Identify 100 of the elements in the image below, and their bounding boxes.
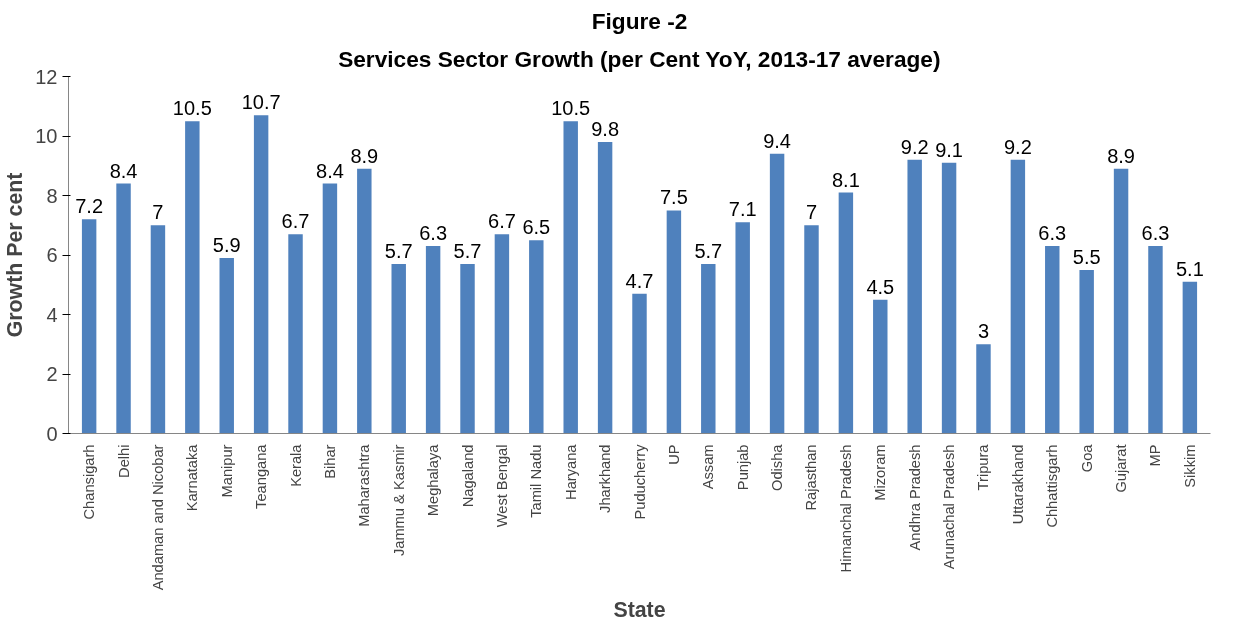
x-tick-label: MP [1147,444,1164,467]
bar [116,183,131,434]
y-tick-label: 10 [35,125,58,147]
bar [563,121,578,434]
chart-subtitle: Services Sector Growth (per Cent YoY, 2013-17 average) [338,45,941,72]
bar [391,263,406,434]
data-label: 6.3 [1141,222,1170,245]
data-label: 6.7 [281,210,310,233]
bar [322,183,338,434]
data-label: 8.1 [831,168,860,191]
x-axis-title: State [613,598,666,623]
x-tick-label: Sikkim [1181,444,1198,488]
bar [735,222,750,434]
x-tick-label: Kerala [287,443,304,487]
x-tick-label: West Bengal [493,444,510,528]
data-label: 3 [977,320,990,343]
bar [357,168,372,434]
x-tick-label: Goa [1078,443,1095,473]
data-label: 5.5 [1072,245,1101,268]
data-label: 7.5 [660,186,688,209]
data-label: 7.1 [728,198,757,221]
bar [701,263,716,434]
x-tick-label: Punjab [734,444,751,491]
data-label: 8.9 [350,144,379,167]
x-tick-label: Chansigarh [81,444,98,520]
bar [597,141,613,434]
x-tick-label: Jammu & Kasmir [390,444,407,557]
chart-title: Figure -2 [591,7,688,34]
bar [769,153,785,434]
data-label: 6.7 [488,210,516,233]
bar [81,219,97,434]
x-tick-label: Assam [700,444,717,490]
bar [150,225,166,434]
x-tick-label: Gujarat [1113,444,1130,493]
x-tick-label: Nagaland [459,444,476,508]
x-tick-label: Jharkhand [597,444,614,513]
bar [1148,246,1163,434]
x-tick-label: Puducherry [631,443,648,520]
data-label: 8.9 [1107,144,1135,167]
bar [976,344,991,434]
data-label: 5.7 [694,239,723,262]
data-label: 10.5 [551,97,591,120]
data-label: 9.2 [900,135,929,158]
x-tick-label: Himanchal Pradesh [837,444,854,573]
data-label: 5.7 [384,239,413,262]
x-tick-label: Tamil Nadu [528,444,545,518]
y-tick-label: 6 [46,244,58,266]
x-tick-label: Meghalaya [425,443,442,517]
bar [1010,159,1026,434]
data-label: 5.7 [453,239,482,262]
data-label: 8.4 [109,159,138,182]
x-tick-label: Tripura [975,443,992,491]
data-label: 5.1 [1175,257,1204,280]
data-label: 6.5 [522,216,551,239]
x-tick-label: Teangana [253,443,270,509]
bar [804,225,819,434]
data-label: 8.4 [316,159,344,182]
y-tick-label: 12 [35,65,58,88]
x-tick-label: Karnataka [184,443,201,512]
y-axis-title: Growth Per cent [3,172,28,338]
data-label: 6.3 [1038,222,1067,245]
x-tick-label: Bihar [321,444,338,479]
bar [253,115,269,434]
x-tick-label: Rajasthan [803,444,820,511]
x-tick-label: UP [665,444,682,465]
data-label: 9.1 [935,138,963,161]
bar [941,162,957,434]
y-tick-label: 4 [46,303,58,326]
bar [1045,246,1060,434]
x-tick-label: Delhi [115,444,132,478]
x-tick-label: Andhra Pradesh [906,444,923,551]
bar [666,210,682,434]
data-label: 7.2 [75,195,104,218]
data-label: 6.3 [419,222,448,245]
bar [632,293,647,434]
data-label: 4.7 [625,269,654,292]
y-tick-label: 8 [46,184,58,207]
data-label: 7 [805,201,818,224]
x-tick-label: Odisha [769,443,786,491]
bar [1182,281,1198,434]
x-tick-label: Mizoram [872,444,889,501]
data-label: 10.7 [241,91,281,114]
bar [1113,168,1129,434]
data-label: 10.5 [172,97,212,120]
x-tick-label: Uttarakhand [1009,444,1026,525]
data-label: 9.8 [591,117,620,140]
data-label: 9.2 [1003,135,1032,158]
y-tick-label: 0 [46,422,58,445]
bar [460,263,475,434]
bar [1079,269,1094,434]
x-tick-label: Maharashtra [356,443,373,527]
data-label: 4.5 [866,275,895,298]
bar [185,121,200,434]
bar [288,234,303,434]
bar [838,192,854,434]
data-label: 5.9 [212,233,241,256]
x-tick-label: Haryana [562,443,579,500]
x-tick-label: Chhattisgarh [1044,444,1061,528]
data-label: 9.4 [763,129,791,152]
y-tick-label: 2 [46,363,58,385]
